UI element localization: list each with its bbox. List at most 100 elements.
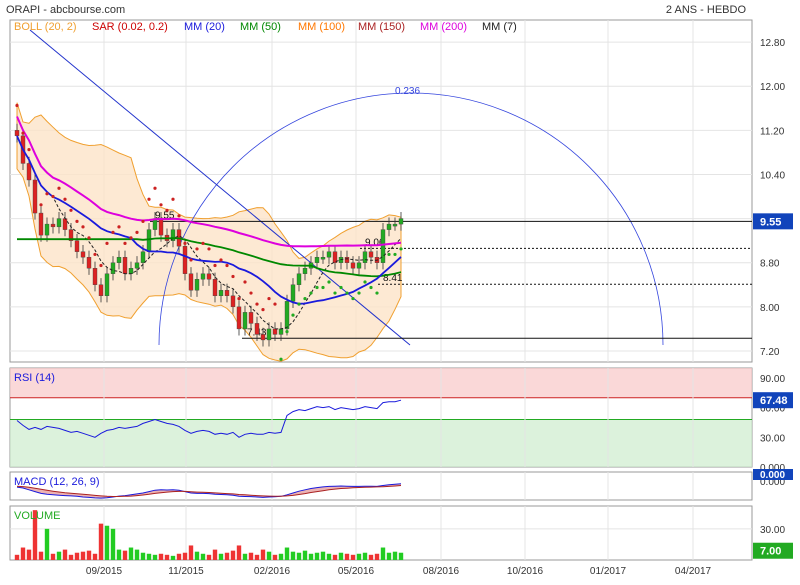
volume-bar <box>164 554 170 560</box>
volume-bar <box>350 554 356 560</box>
candle-body <box>386 223 392 230</box>
volume-bar <box>266 551 272 560</box>
last-price-tag <box>753 213 793 230</box>
volume-bar <box>128 547 134 560</box>
sar-dot <box>69 208 73 212</box>
volume-bar <box>68 554 74 560</box>
volume-bar <box>80 551 86 560</box>
volume-bar <box>212 549 218 560</box>
candle-body <box>326 251 332 258</box>
volume-bar <box>104 525 110 560</box>
volume-bar <box>224 552 230 560</box>
volume-bar <box>134 549 140 560</box>
candle-body <box>86 256 92 269</box>
sar-dot <box>363 280 367 284</box>
sar-dot <box>195 247 199 251</box>
volume-bar <box>62 549 68 560</box>
rsi-neutral-zone <box>10 419 752 467</box>
volume-bar <box>140 552 146 560</box>
candle-body <box>194 279 200 291</box>
sar-dot <box>99 263 103 268</box>
volume-frame <box>9 505 753 561</box>
candle-body <box>398 218 404 225</box>
candle-body <box>128 268 134 274</box>
sar-dot <box>381 258 385 262</box>
volume-bar <box>158 553 164 560</box>
volume-bar <box>98 523 104 560</box>
chart-title: ORAPI - abcbourse.com <box>6 4 125 16</box>
candle-body <box>248 312 254 324</box>
volume-bar <box>188 545 194 560</box>
volume-bar <box>398 552 404 560</box>
x-tick-label: 01/2017 <box>590 566 627 577</box>
x-tick-label: 10/2016 <box>507 566 544 577</box>
volume-bar <box>272 554 278 560</box>
volume-title: VOLUME <box>14 510 60 522</box>
volume-last-value: 7.00 <box>760 546 781 558</box>
sar-dot <box>387 252 391 257</box>
price-tick-label: 12.00 <box>760 82 785 93</box>
sar-dot <box>147 197 151 201</box>
sar-dot <box>141 219 145 223</box>
sar-dot <box>351 296 355 301</box>
macd-tick-label: 0.000 <box>760 477 785 488</box>
volume-bar <box>344 553 350 560</box>
sar-dot <box>303 296 307 301</box>
candle-body <box>32 179 38 214</box>
sar-dot <box>339 285 343 290</box>
last-price-value: 9.55 <box>760 216 781 228</box>
sar-dot <box>219 258 223 262</box>
volume-bar <box>392 551 398 560</box>
volume-bar <box>38 551 44 560</box>
volume-bar <box>44 528 50 560</box>
candle-body <box>272 328 278 335</box>
candle-body <box>290 284 296 302</box>
volume-bar <box>116 549 122 560</box>
sar-dot <box>231 274 235 279</box>
bollinger-band <box>16 102 402 362</box>
candle-body <box>254 323 260 335</box>
volume-bar <box>194 551 200 560</box>
fibonacci-arc <box>158 92 664 346</box>
legend-entry: BOLL (20, 2) <box>14 21 77 33</box>
rsi-tick-label: 90.00 <box>760 374 785 385</box>
volume-bar <box>284 547 290 560</box>
candle-body <box>296 273 302 285</box>
candle-body <box>380 229 386 263</box>
candle-body <box>356 262 362 269</box>
sar-dot <box>189 258 193 262</box>
candle-body <box>56 218 62 228</box>
volume-bar <box>260 549 266 560</box>
sar-dot <box>237 296 241 301</box>
sar-dot <box>153 186 157 190</box>
candle-body <box>284 301 290 330</box>
candle-body <box>302 268 308 274</box>
candle-body <box>110 262 116 274</box>
volume-bar <box>92 553 98 560</box>
volume-bar <box>122 550 128 560</box>
candle-body <box>146 229 152 252</box>
sar-dot <box>345 291 349 295</box>
candle-body <box>260 334 266 341</box>
candle-body <box>50 223 56 228</box>
sar-dot <box>33 181 37 185</box>
volume-bar <box>314 552 320 560</box>
candle-body <box>68 229 74 241</box>
candle-body <box>332 251 338 263</box>
volume-bar <box>230 550 236 560</box>
price-level-label: 9.55 <box>155 210 175 221</box>
legend-entry: MM (200) <box>420 21 467 33</box>
sar-dot <box>201 241 205 246</box>
volume-bar <box>374 553 380 560</box>
volume-bar <box>74 552 80 560</box>
volume-bar <box>290 551 296 560</box>
volume-bar <box>86 550 92 560</box>
sar-dot <box>207 247 211 251</box>
sar-dot <box>267 296 271 301</box>
candle-body <box>140 251 146 263</box>
candle-body <box>314 256 320 263</box>
legend-entry: MM (100) <box>298 21 345 33</box>
